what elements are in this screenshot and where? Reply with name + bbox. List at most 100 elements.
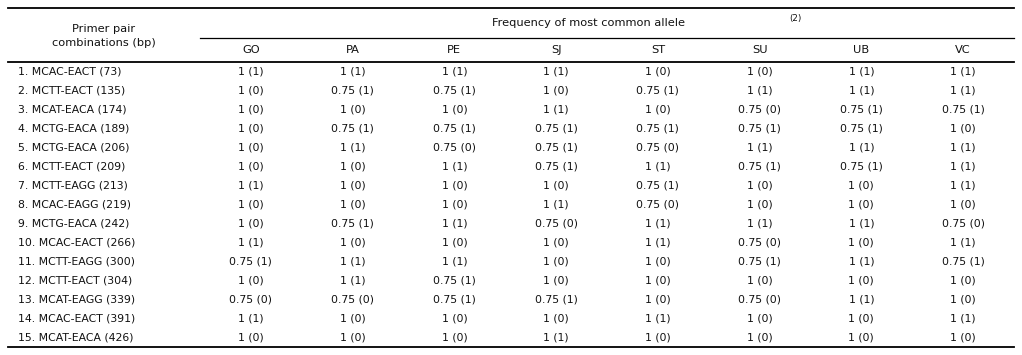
Text: 15. MCAT-EACA (426): 15. MCAT-EACA (426) [18,333,134,343]
Text: 1 (1): 1 (1) [950,66,976,76]
Text: 1 (0): 1 (0) [238,104,264,115]
Text: 1 (1): 1 (1) [339,257,366,267]
Text: 0.75 (0): 0.75 (0) [229,295,273,305]
Text: 1 (0): 1 (0) [848,180,874,191]
Text: PE: PE [448,45,461,55]
Text: 1 (1): 1 (1) [848,142,874,153]
Text: 1 (0): 1 (0) [238,275,264,285]
Text: 1 (0): 1 (0) [950,200,976,209]
Text: 0.75 (1): 0.75 (1) [433,86,476,95]
Text: 1 (0): 1 (0) [848,313,874,323]
Text: 1 (0): 1 (0) [544,180,569,191]
Text: 0.75 (1): 0.75 (1) [637,86,680,95]
Text: 0.75 (1): 0.75 (1) [738,124,781,133]
Text: 1 (1): 1 (1) [848,257,874,267]
Text: 1 (1): 1 (1) [544,66,569,76]
Text: 1 (1): 1 (1) [238,66,264,76]
Text: 1 (1): 1 (1) [645,313,670,323]
Text: ST: ST [651,45,665,55]
Text: 0.75 (1): 0.75 (1) [535,295,577,305]
Text: 1 (0): 1 (0) [747,66,773,76]
Text: 1. MCAC-EACT (73): 1. MCAC-EACT (73) [18,66,122,76]
Text: SJ: SJ [551,45,561,55]
Text: 1 (1): 1 (1) [544,104,569,115]
Text: 1 (0): 1 (0) [544,313,569,323]
Text: 1 (1): 1 (1) [442,66,467,76]
Text: 1 (1): 1 (1) [339,66,366,76]
Text: 1 (0): 1 (0) [339,104,366,115]
Text: GO: GO [242,45,260,55]
Text: 1 (0): 1 (0) [544,237,569,247]
Text: 0.75 (1): 0.75 (1) [738,257,781,267]
Text: 1 (0): 1 (0) [848,275,874,285]
Text: 10. MCAC-EACT (266): 10. MCAC-EACT (266) [18,237,135,247]
Text: 1 (0): 1 (0) [950,124,976,133]
Text: 9. MCTG-EACA (242): 9. MCTG-EACA (242) [18,218,130,229]
Text: 1 (0): 1 (0) [747,313,773,323]
Text: Frequency of most common allele: Frequency of most common allele [493,18,686,28]
Text: 1 (1): 1 (1) [238,237,264,247]
Text: 1 (1): 1 (1) [950,237,976,247]
Text: 1 (1): 1 (1) [950,86,976,95]
Text: 0.75 (1): 0.75 (1) [433,275,476,285]
Text: 1 (0): 1 (0) [442,313,467,323]
Text: 1 (1): 1 (1) [848,66,874,76]
Text: 1 (1): 1 (1) [848,218,874,229]
Text: 0.75 (0): 0.75 (0) [637,200,680,209]
Text: 1 (1): 1 (1) [442,218,467,229]
Text: 3. MCAT-EACA (174): 3. MCAT-EACA (174) [18,104,127,115]
Text: 1 (0): 1 (0) [747,200,773,209]
Text: 1 (0): 1 (0) [238,218,264,229]
Text: 1 (1): 1 (1) [238,180,264,191]
Text: 1 (1): 1 (1) [339,142,366,153]
Text: 1 (0): 1 (0) [848,333,874,343]
Text: 1 (1): 1 (1) [442,257,467,267]
Text: 1 (0): 1 (0) [442,104,467,115]
Text: 14. MCAC-EACT (391): 14. MCAC-EACT (391) [18,313,135,323]
Text: 1 (1): 1 (1) [950,142,976,153]
Text: 0.75 (0): 0.75 (0) [331,295,374,305]
Text: 0.75 (1): 0.75 (1) [535,162,577,171]
Text: 1 (0): 1 (0) [238,142,264,153]
Text: 1 (1): 1 (1) [645,162,670,171]
Text: 1 (0): 1 (0) [442,180,467,191]
Text: 0.75 (1): 0.75 (1) [535,124,577,133]
Text: 1 (0): 1 (0) [747,180,773,191]
Text: 1 (0): 1 (0) [645,275,670,285]
Text: 1 (1): 1 (1) [950,180,976,191]
Text: 1 (0): 1 (0) [238,333,264,343]
Text: 0.75 (1): 0.75 (1) [637,180,680,191]
Text: 1 (1): 1 (1) [848,86,874,95]
Text: 1 (0): 1 (0) [645,257,670,267]
Text: 11. MCTT-EAGG (300): 11. MCTT-EAGG (300) [18,257,135,267]
Text: 1 (0): 1 (0) [442,333,467,343]
Text: 1 (1): 1 (1) [238,313,264,323]
Text: 0.75 (1): 0.75 (1) [941,104,984,115]
Text: 1 (0): 1 (0) [544,257,569,267]
Text: 7. MCTT-EAGG (213): 7. MCTT-EAGG (213) [18,180,128,191]
Text: 1 (0): 1 (0) [238,162,264,171]
Text: 1 (1): 1 (1) [544,333,569,343]
Text: 1 (1): 1 (1) [950,162,976,171]
Text: 1 (1): 1 (1) [950,313,976,323]
Text: 0.75 (0): 0.75 (0) [433,142,476,153]
Text: 0.75 (1): 0.75 (1) [229,257,272,267]
Text: 0.75 (0): 0.75 (0) [738,295,781,305]
Text: UB: UB [853,45,870,55]
Text: 0.75 (1): 0.75 (1) [535,142,577,153]
Text: VC: VC [956,45,971,55]
Text: 0.75 (0): 0.75 (0) [637,142,680,153]
Text: 1 (0): 1 (0) [950,295,976,305]
Text: 12. MCTT-EACT (304): 12. MCTT-EACT (304) [18,275,132,285]
Text: (2): (2) [789,13,801,22]
Text: 0.75 (0): 0.75 (0) [738,104,781,115]
Text: 1 (1): 1 (1) [645,237,670,247]
Text: 1 (0): 1 (0) [848,237,874,247]
Text: 0.75 (1): 0.75 (1) [840,104,883,115]
Text: 1 (0): 1 (0) [339,180,366,191]
Text: 0.75 (1): 0.75 (1) [433,124,476,133]
Text: 1 (0): 1 (0) [645,295,670,305]
Text: 0.75 (1): 0.75 (1) [840,162,883,171]
Text: 0.75 (0): 0.75 (0) [941,218,984,229]
Text: 0.75 (0): 0.75 (0) [535,218,577,229]
